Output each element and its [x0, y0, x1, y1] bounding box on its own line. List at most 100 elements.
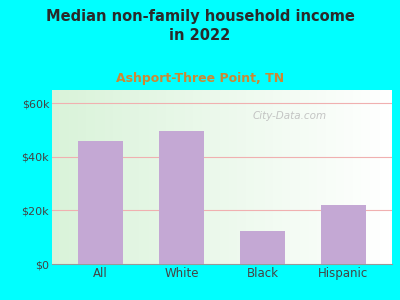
Bar [101, 90, 103, 264]
Text: Ashport-Three Point, TN: Ashport-Three Point, TN [116, 72, 284, 85]
Bar [198, 90, 200, 264]
Bar [57, 90, 59, 264]
Bar [353, 90, 354, 264]
Bar [248, 90, 249, 264]
Bar [103, 90, 105, 264]
Bar [331, 90, 332, 264]
Bar [159, 131, 204, 264]
Text: Median non-family household income
in 2022: Median non-family household income in 20… [46, 9, 354, 43]
Bar [91, 90, 93, 264]
Bar [134, 90, 135, 264]
Bar [195, 90, 196, 264]
Bar [384, 90, 385, 264]
Bar [309, 90, 310, 264]
Bar [161, 90, 162, 264]
Bar [164, 90, 166, 264]
Bar [208, 90, 210, 264]
Bar [59, 90, 60, 264]
Bar [239, 90, 241, 264]
Bar [275, 90, 276, 264]
Bar [226, 90, 227, 264]
Bar [158, 90, 159, 264]
Bar [341, 90, 343, 264]
Bar [256, 90, 258, 264]
Bar [263, 90, 264, 264]
Bar [123, 90, 125, 264]
Bar [249, 90, 251, 264]
Bar [217, 90, 218, 264]
Bar [147, 90, 149, 264]
Bar [166, 90, 168, 264]
Bar [242, 90, 244, 264]
Bar [293, 90, 295, 264]
Bar [224, 90, 226, 264]
Bar [212, 90, 214, 264]
Bar [264, 90, 266, 264]
Bar [385, 90, 387, 264]
Bar [282, 90, 283, 264]
Bar [244, 90, 246, 264]
Bar [181, 90, 183, 264]
Bar [117, 90, 118, 264]
Bar [332, 90, 334, 264]
Bar [174, 90, 176, 264]
Bar [253, 90, 254, 264]
Bar [67, 90, 69, 264]
Bar [389, 90, 390, 264]
Bar [86, 90, 88, 264]
Bar [150, 90, 152, 264]
Bar [115, 90, 117, 264]
Bar [302, 90, 304, 264]
Bar [363, 90, 365, 264]
Bar [78, 141, 123, 264]
Bar [210, 90, 212, 264]
Bar [355, 90, 356, 264]
Bar [261, 90, 263, 264]
Bar [307, 90, 309, 264]
Bar [251, 90, 253, 264]
Bar [373, 90, 375, 264]
Bar [370, 90, 372, 264]
Bar [105, 90, 106, 264]
Bar [128, 90, 130, 264]
Bar [162, 90, 164, 264]
Bar [82, 90, 84, 264]
Bar [66, 90, 67, 264]
Bar [98, 90, 100, 264]
Bar [192, 90, 193, 264]
Bar [64, 90, 66, 264]
Bar [60, 90, 62, 264]
Bar [316, 90, 317, 264]
Bar [96, 90, 98, 264]
Bar [360, 90, 362, 264]
Text: City-Data.com: City-Data.com [253, 111, 327, 121]
Bar [90, 90, 91, 264]
Bar [324, 90, 326, 264]
Bar [276, 90, 278, 264]
Bar [186, 90, 188, 264]
Bar [178, 90, 180, 264]
Bar [159, 90, 161, 264]
Bar [300, 90, 302, 264]
Bar [171, 90, 173, 264]
Bar [149, 90, 150, 264]
Bar [196, 90, 198, 264]
Bar [200, 90, 202, 264]
Bar [321, 90, 322, 264]
Bar [329, 90, 331, 264]
Bar [328, 90, 329, 264]
Bar [176, 90, 178, 264]
Bar [125, 90, 127, 264]
Bar [368, 90, 370, 264]
Bar [241, 90, 242, 264]
Bar [205, 90, 207, 264]
Bar [72, 90, 74, 264]
Bar [365, 90, 366, 264]
Bar [222, 90, 224, 264]
Bar [377, 90, 378, 264]
Bar [139, 90, 140, 264]
Bar [230, 90, 232, 264]
Bar [288, 90, 290, 264]
Bar [190, 90, 192, 264]
Bar [350, 90, 351, 264]
